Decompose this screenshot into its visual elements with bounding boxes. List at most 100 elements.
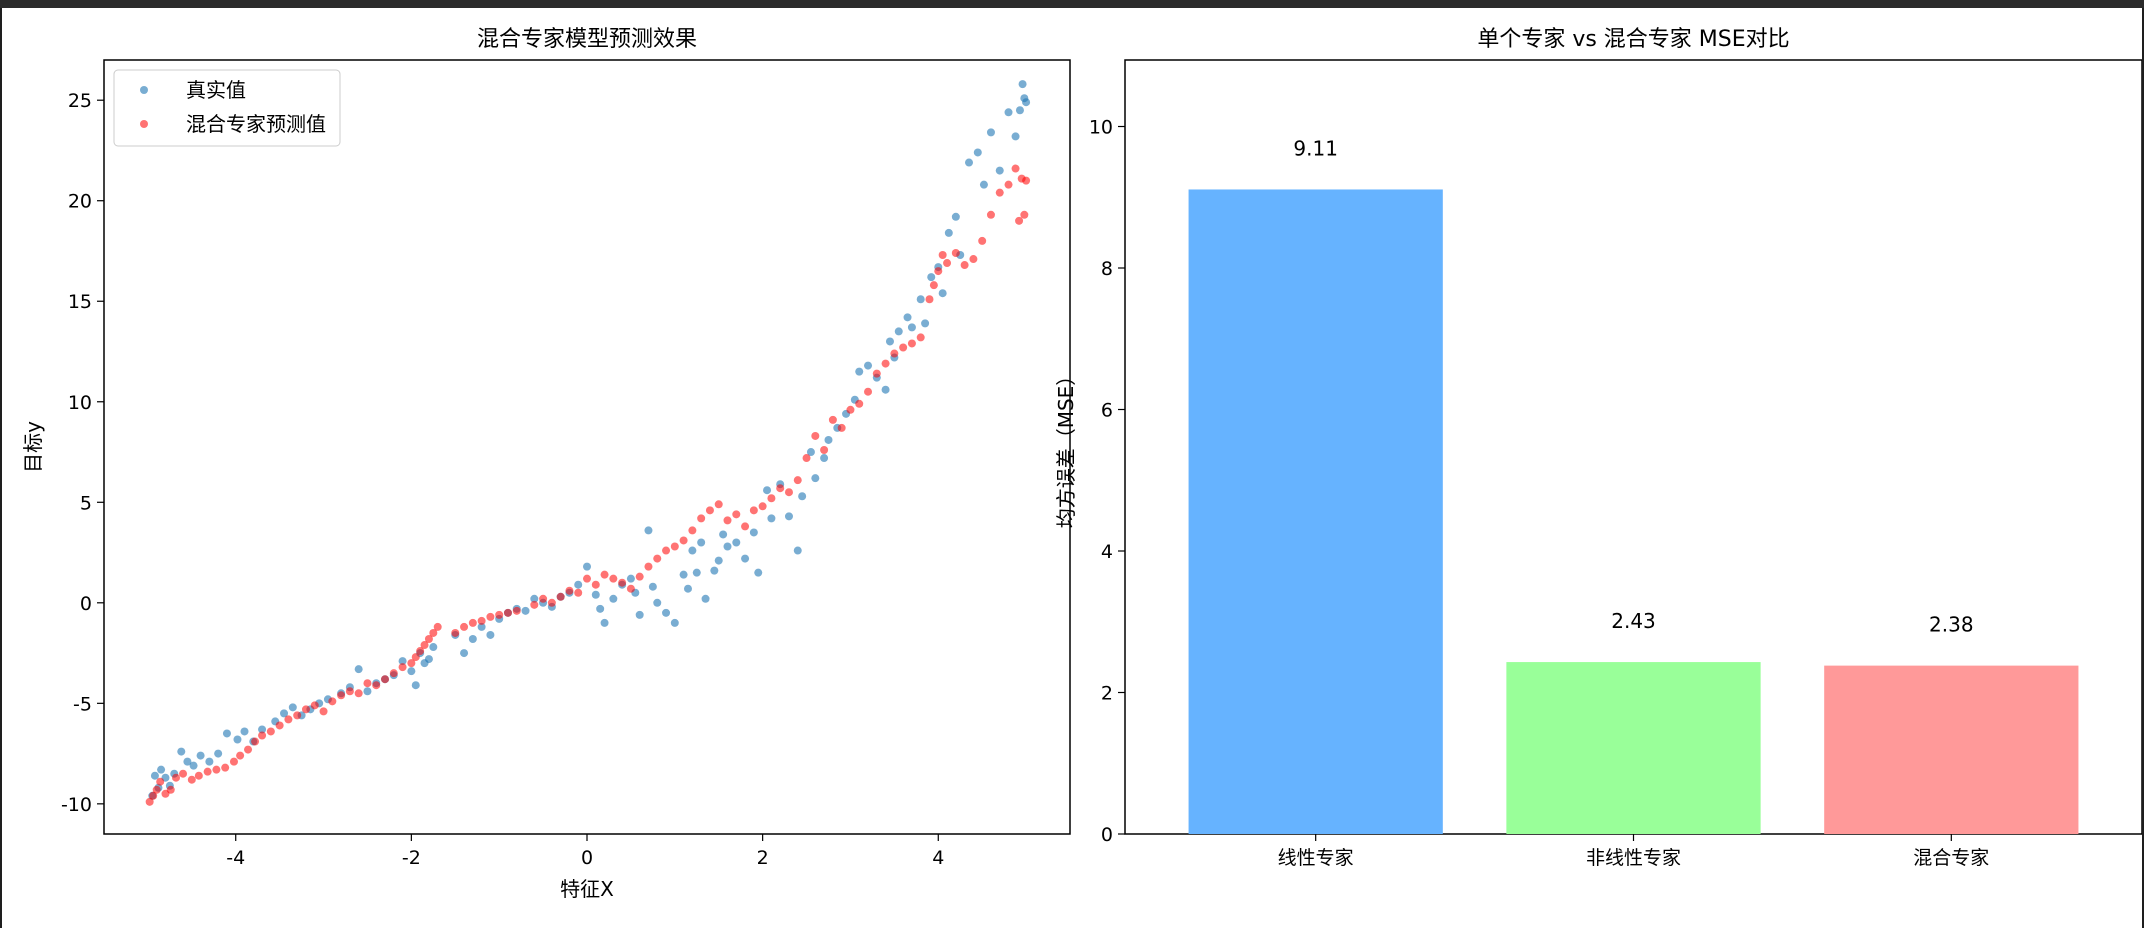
scatter-point-true — [635, 610, 644, 619]
scatter-point-true — [214, 749, 223, 758]
scatter-point-true — [1015, 106, 1024, 115]
scatter-point-pred — [837, 423, 846, 432]
scatter-point-pred — [951, 248, 960, 257]
scatter-point-true — [951, 212, 960, 221]
scatter-point-pred — [609, 574, 618, 583]
scatter-point-true — [855, 367, 864, 376]
scatter-point-true — [824, 435, 833, 444]
y-tick-label: -5 — [73, 693, 92, 715]
scatter-point-true — [714, 556, 723, 565]
scatter-point-true — [258, 725, 267, 734]
scatter-point-pred — [583, 574, 591, 583]
y-tick-label: 2 — [1101, 683, 1113, 705]
scatter-point-true — [1011, 132, 1020, 141]
scatter-point-true — [688, 546, 697, 555]
scatter-point-true — [806, 448, 815, 457]
scatter-point-true — [723, 542, 732, 551]
scatter-point-true — [973, 148, 982, 157]
scatter-point-true — [820, 454, 829, 463]
scatter-point-pred — [916, 333, 925, 342]
scatter-point-true — [398, 657, 407, 666]
scatter-point-true — [719, 530, 728, 539]
scatter-point-true — [1018, 80, 1027, 89]
scatter-point-pred — [512, 606, 521, 615]
x-tick-label: 线性专家 — [1278, 847, 1354, 869]
scatter-point-pred — [890, 349, 899, 358]
x-tick-label: -2 — [402, 847, 421, 869]
scatter-point-pred — [187, 775, 196, 784]
scatter-point-pred — [166, 785, 175, 794]
bar-x-axis: 线性专家 非线性专家 混合专家 — [1278, 834, 1989, 869]
scatter-point-pred — [784, 488, 793, 497]
scatter-point-pred — [925, 295, 934, 304]
x-tick-label: 4 — [932, 847, 944, 869]
scatter-point-true — [596, 604, 605, 613]
scatter-point-pred — [477, 616, 486, 625]
scatter-point-pred — [688, 526, 697, 535]
scatter-point-pred — [251, 737, 260, 746]
scatter-plot-area — [103, 59, 1071, 835]
scatter-point-pred — [416, 647, 425, 656]
scatter-point-pred — [934, 267, 943, 276]
scatter-point-pred — [503, 608, 512, 617]
scatter-point-true — [424, 655, 433, 664]
scatter-point-pred — [236, 751, 245, 760]
scatter-point-true — [150, 771, 159, 780]
scatter-point-pred — [749, 506, 758, 515]
scatter-point-true — [460, 649, 469, 658]
scatter-point-pred — [451, 628, 460, 637]
scatter-point-true — [732, 538, 741, 547]
scatter-point-pred — [574, 588, 583, 597]
scatter-point-pred — [1022, 176, 1031, 185]
bar-y-axis: 0 2 4 6 8 10 — [1089, 117, 1125, 846]
figure-canvas: 混合专家模型预测效果 -4 -2 0 2 4 -10 -5 0 5 10 15 20 25 特征X 目… — [2, 8, 2142, 928]
scatter-point-pred — [600, 570, 609, 579]
scatter-point-pred — [881, 359, 890, 368]
scatter-legend: 真实值 混合专家预测值 — [113, 69, 341, 147]
scatter-point-pred — [705, 506, 714, 515]
scatter-point-true — [205, 757, 214, 766]
scatter-point-pred — [767, 494, 776, 503]
x-tick-label: 0 — [581, 847, 593, 869]
scatter-point-true — [903, 313, 912, 322]
scatter-point-pred — [855, 399, 864, 408]
y-tick-label: 20 — [68, 191, 92, 213]
scatter-point-pred — [969, 255, 978, 264]
scatter-point-true — [222, 729, 231, 738]
scatter-point-true — [944, 228, 953, 237]
scatter-point-true — [793, 546, 802, 555]
scatter-point-pred — [697, 514, 706, 523]
scatter-point-pred — [635, 572, 644, 581]
scatter-chart: 混合专家模型预测效果 -4 -2 0 2 4 -10 -5 0 5 10 15 20 25 特征X 目… — [21, 27, 1071, 901]
scatter-point-pred — [938, 251, 947, 260]
scatter-point-true — [763, 486, 772, 495]
scatter-point-true — [662, 608, 671, 617]
scatter-point-pred — [556, 592, 565, 601]
scatter-point-pred — [1004, 180, 1013, 189]
scatter-point-true — [907, 323, 916, 332]
scatter-point-true — [407, 667, 416, 676]
scatter-point-pred — [802, 454, 811, 463]
scatter-point-pred — [212, 765, 221, 774]
scatter-point-pred — [741, 522, 750, 531]
scatter-point-pred — [495, 610, 504, 619]
scatter-point-pred — [468, 618, 477, 627]
scatter-point-pred — [960, 261, 969, 270]
scatter-point-true — [429, 643, 438, 652]
scatter-point-true — [679, 570, 688, 579]
scatter-point-true — [749, 528, 758, 537]
y-tick-label: 5 — [80, 492, 92, 514]
scatter-point-true — [626, 574, 635, 583]
scatter-point-pred — [732, 510, 741, 519]
scatter-point-true — [1022, 98, 1031, 107]
scatter-point-pred — [145, 797, 154, 806]
scatter-point-true — [965, 158, 974, 167]
scatter-point-pred — [229, 757, 238, 766]
scatter-point-true — [767, 514, 776, 523]
scatter-point-pred — [978, 236, 987, 245]
scatter-point-pred — [149, 791, 158, 800]
scatter-point-true — [1004, 108, 1013, 117]
scatter-point-pred — [1015, 216, 1024, 225]
scatter-point-true — [916, 295, 925, 304]
